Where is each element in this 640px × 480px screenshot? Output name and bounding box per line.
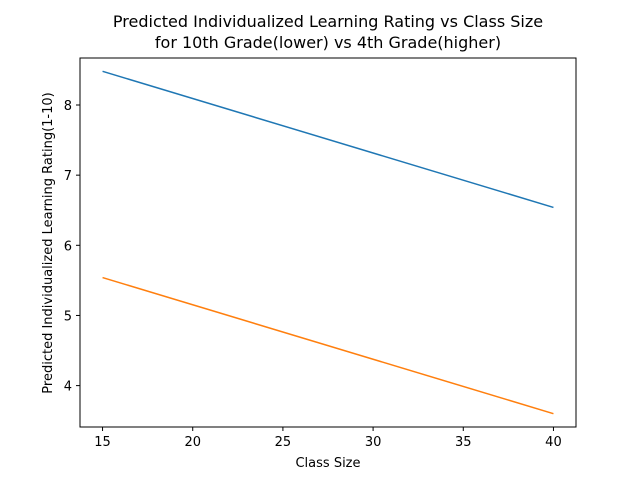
y-tick-label-8: 8 [64, 99, 72, 114]
x-tick-label-35: 35 [455, 435, 472, 450]
y-axis-ticks: 4 5 6 7 8 [64, 99, 80, 395]
x-tick-label-30: 30 [365, 435, 382, 450]
plot-area [79, 57, 577, 428]
y-axis-label: Predicted Individualized Learning Rating… [41, 92, 56, 393]
x-tick-label-15: 15 [94, 435, 111, 450]
series-lines [102, 70, 554, 415]
x-tick-label-25: 25 [275, 435, 292, 450]
x-tick-label-20: 20 [184, 435, 201, 450]
y-tick-label-4: 4 [64, 380, 72, 395]
y-tick-label-6: 6 [64, 239, 72, 254]
chart-title-line-2: for 10th Grade(lower) vs 4th Grade(highe… [155, 33, 501, 52]
plot-frame [79, 57, 577, 428]
x-tick-label-40: 40 [545, 435, 562, 450]
y-tick-label-5: 5 [64, 309, 72, 324]
x-axis-label: Class Size [295, 456, 360, 471]
y-tick-label-7: 7 [64, 169, 72, 184]
x-axis-ticks: 15 20 25 30 35 40 [94, 427, 562, 450]
series-line-2 [102, 276, 554, 415]
series-line-1 [102, 70, 554, 209]
chart-title-line-1: Predicted Individualized Learning Rating… [113, 12, 543, 31]
